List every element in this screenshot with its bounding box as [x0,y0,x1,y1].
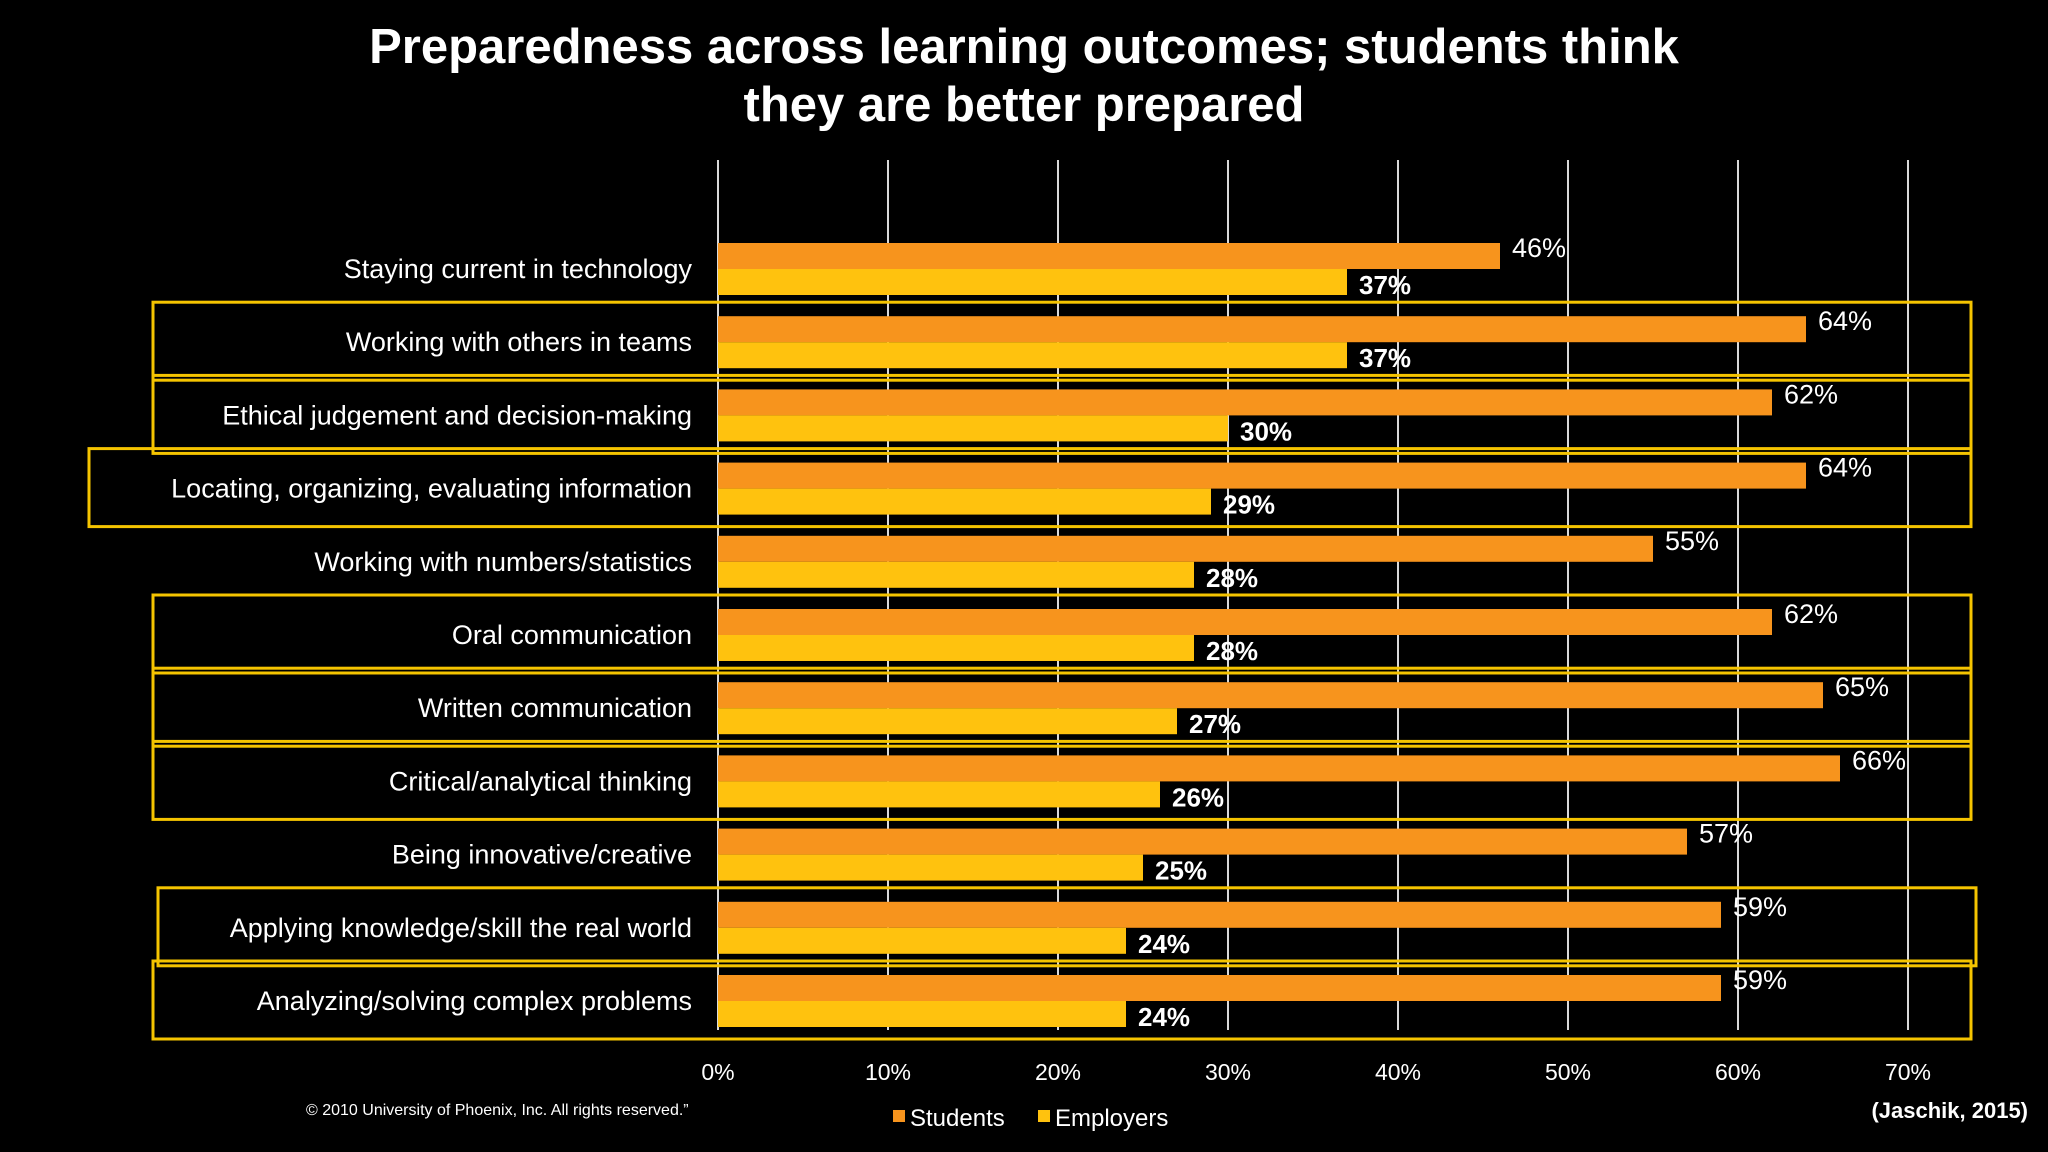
bar-employers [718,781,1160,808]
x-tick-label: 10% [865,1059,911,1085]
bar-students [718,682,1823,709]
highlight-box [151,373,1973,455]
chart-title: Preparedness across learning outcomes; s… [0,18,2048,134]
data-label-employers: 28% [1206,563,1258,593]
bar-students [718,243,1500,269]
data-label-students: 55% [1665,526,1719,556]
category-label: Working with others in teams [346,327,692,357]
bar-students [718,535,1653,562]
category-label: Staying current in technology [344,254,693,284]
category-label: Applying knowledge/skill the real world [230,913,692,943]
bar-employers [718,708,1177,735]
data-label-employers: 24% [1138,1002,1190,1032]
data-label-students: 65% [1835,672,1889,702]
x-tick-label: 0% [701,1059,734,1085]
data-label-employers: 29% [1223,490,1275,520]
highlight-box [156,886,1978,968]
x-tick-label: 70% [1885,1059,1931,1085]
chart-title-line-1: Preparedness across learning outcomes; s… [369,20,1679,74]
data-label-employers: 27% [1189,709,1241,739]
citation: (Jaschik, 2015) [1871,1098,2028,1123]
category-label: Oral communication [452,620,692,650]
legend-label-students: Students [910,1105,1005,1132]
data-label-employers: 37% [1359,343,1411,373]
highlight-box [87,447,1973,529]
data-label-employers: 37% [1359,270,1411,300]
data-label-students: 46% [1512,233,1566,263]
highlight-box [151,959,1973,1041]
bar-employers [718,415,1228,442]
bar-employers [718,1001,1126,1027]
category-label: Analyzing/solving complex problems [257,986,692,1016]
category-label: Written communication [418,693,692,723]
bar-students [718,828,1687,855]
legend-swatch-students [893,1110,905,1122]
bar-employers [718,269,1347,295]
x-tick-label: 30% [1205,1059,1251,1085]
highlight-box [151,300,1973,382]
bar-employers [718,488,1211,515]
x-tick-label: 50% [1545,1059,1591,1085]
data-label-students: 57% [1699,819,1753,849]
category-label: Critical/analytical thinking [389,766,692,796]
data-label-students: 64% [1818,453,1872,483]
bar-students [718,755,1840,782]
data-label-employers: 30% [1240,416,1292,446]
highlight-box [151,739,1973,821]
bar-employers [718,561,1194,588]
bar-students [718,609,1772,635]
data-label-students: 62% [1784,599,1838,629]
category-label: Locating, organizing, evaluating informa… [171,474,692,504]
legend-swatch-employers [1038,1110,1050,1122]
x-tick-label: 40% [1375,1059,1421,1085]
data-label-students: 64% [1818,306,1872,336]
legend-label-employers: Employers [1055,1105,1168,1132]
data-label-employers: 26% [1172,782,1224,812]
category-label: Being innovative/creative [392,840,692,870]
highlight-box [151,666,1973,748]
copyright-notice: © 2010 University of Phoenix, Inc. All r… [306,1102,689,1119]
highlight-box [151,593,1973,675]
bar-students [718,389,1772,416]
bar-students [718,462,1806,489]
data-label-employers: 24% [1138,929,1190,959]
category-label: Working with numbers/statistics [314,547,692,577]
bar-employers [718,342,1347,369]
bar-students [718,975,1721,1001]
bar-employers [718,854,1143,881]
bar-employers [718,927,1126,954]
bar-students [718,901,1721,928]
data-label-students: 59% [1733,965,1787,995]
x-tick-label: 60% [1715,1059,1761,1085]
chart-title-line-2: they are better prepared [743,78,1305,132]
data-label-students: 59% [1733,892,1787,922]
data-label-students: 66% [1852,745,1906,775]
data-label-employers: 28% [1206,636,1258,666]
bar-employers [718,635,1194,661]
data-label-employers: 25% [1155,856,1207,886]
x-tick-label: 20% [1035,1059,1081,1085]
category-label: Ethical judgement and decision-making [222,400,692,430]
data-label-students: 62% [1784,379,1838,409]
bar-students [718,316,1806,343]
